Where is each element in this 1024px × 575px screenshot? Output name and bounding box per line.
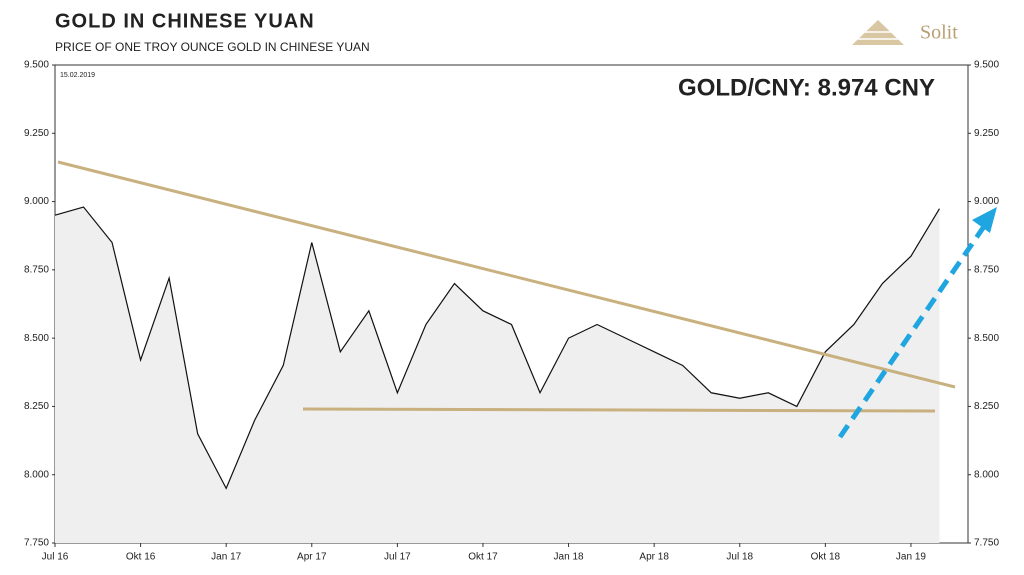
logo-text: Solit [920, 22, 958, 44]
date-label: 15.02.2019 [60, 72, 95, 79]
chart-subtitle: PRICE OF ONE TROY OUNCE GOLD IN CHINESE … [55, 40, 370, 54]
x-tick-label: Jan 19 [896, 552, 926, 563]
y2-tick-label: 8.750 [974, 264, 999, 275]
x-tick-label: Jul 18 [726, 552, 753, 563]
price-line [54, 206, 940, 490]
y2-tick-label: 8.250 [974, 401, 999, 412]
x-tick-label: Okt 16 [126, 552, 156, 563]
chart-title: GOLD IN CHINESE YUAN [55, 10, 315, 32]
trend-line [57, 160, 956, 389]
x-tick-label: Jan 17 [211, 552, 241, 563]
y2-tick-label: 7.750 [974, 538, 999, 549]
support-line [302, 407, 936, 413]
y2-tick-label: 9.000 [974, 196, 999, 207]
y-tick-label: 9.250 [24, 128, 49, 139]
annotation: GOLD/CNY: 8.974 CNY [678, 74, 935, 101]
x-tick-label: Okt 17 [468, 552, 498, 563]
x-tick-label: Okt 18 [811, 552, 841, 563]
x-tick-label: Jul 17 [384, 552, 411, 563]
y-tick-label: 8.000 [24, 469, 49, 480]
y-tick-label: 8.500 [24, 333, 49, 344]
x-tick-label: Jul 16 [42, 552, 69, 563]
y-tick-label: 7.750 [24, 538, 49, 549]
y2-tick-label: 8.500 [974, 333, 999, 344]
area [55, 207, 940, 543]
x-tick-label: Apr 18 [639, 552, 669, 563]
y2-tick-label: 9.250 [974, 128, 999, 139]
x-tick-label: Jan 18 [554, 552, 584, 563]
y-tick-label: 8.250 [24, 401, 49, 412]
y-tick-label: 9.500 [24, 60, 49, 71]
y2-tick-label: 9.500 [974, 60, 999, 71]
y-tick-label: 8.750 [24, 264, 49, 275]
trend-arrowhead [972, 207, 997, 233]
x-tick-label: Apr 17 [297, 552, 327, 563]
y2-tick-label: 8.000 [974, 469, 999, 480]
y-tick-label: 9.000 [24, 196, 49, 207]
logo: Solit [852, 20, 958, 45]
